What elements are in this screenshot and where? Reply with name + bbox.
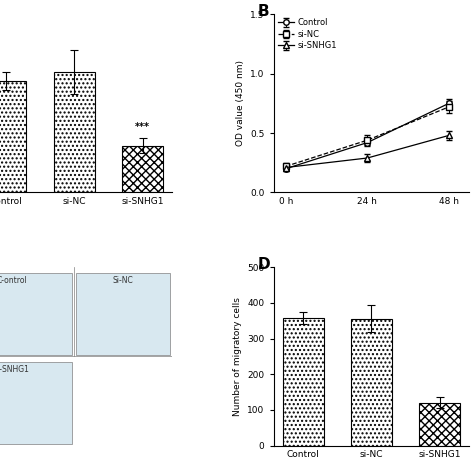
Bar (0, 273, 72, 355)
Bar (122, 146, 163, 192)
Text: ***: *** (135, 122, 150, 132)
Text: D: D (258, 256, 271, 272)
Bar (0, 81, 26, 192)
Bar (0, 362, 72, 444)
Y-axis label: OD value (450 nm): OD value (450 nm) (236, 60, 245, 146)
Text: Si-NC: Si-NC (113, 276, 133, 285)
Text: si-SNHG1: si-SNHG1 (0, 365, 29, 374)
Bar (76, 273, 170, 355)
Bar (283, 318, 324, 446)
Text: C-ontrol: C-ontrol (0, 276, 27, 285)
Bar (54, 72, 95, 192)
Legend: Control, si-NC, si-SNHG1: Control, si-NC, si-SNHG1 (278, 18, 337, 50)
Text: B: B (258, 3, 270, 18)
Y-axis label: Number of migratory cells: Number of migratory cells (233, 297, 242, 416)
Bar (419, 403, 460, 446)
Bar (351, 319, 392, 446)
